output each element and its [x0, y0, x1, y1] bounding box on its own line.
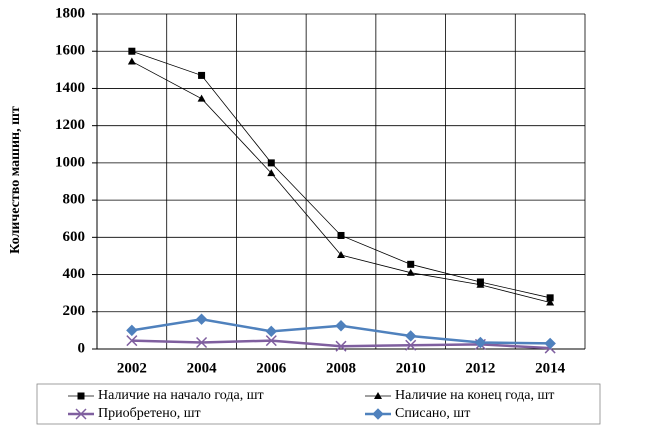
marker — [267, 169, 276, 177]
series-line — [131, 61, 551, 303]
marker — [77, 392, 85, 400]
legend-label: Списано, шт — [395, 406, 470, 421]
y-axis-label: Количество машин, шт — [8, 106, 23, 254]
marker — [405, 330, 417, 342]
y-tick-label: 600 — [63, 229, 86, 245]
marker — [474, 336, 487, 349]
marker — [265, 335, 277, 347]
legend-label: Приобретено, шт — [98, 406, 201, 421]
legend-box — [36, 383, 601, 425]
marker — [197, 94, 206, 102]
legend-label: Наличие на начало года, шт — [98, 388, 264, 403]
marker — [196, 336, 208, 349]
y-tick-label: 0 — [78, 340, 86, 356]
marker — [265, 325, 277, 338]
marker — [405, 339, 417, 351]
marker — [544, 337, 556, 350]
legend-label: Наличие на конец года, шт — [395, 388, 554, 403]
marker — [126, 324, 138, 337]
marker — [128, 47, 136, 55]
marker — [374, 392, 382, 399]
marker — [75, 408, 87, 420]
x-tick-label: 2002 — [117, 360, 147, 376]
marker — [127, 57, 136, 65]
marker — [198, 71, 206, 79]
marker — [195, 313, 208, 325]
marker — [337, 231, 345, 239]
y-tick-label: 400 — [63, 266, 86, 282]
marker — [335, 340, 347, 352]
x-tick-label: 2010 — [396, 360, 426, 376]
x-tick-label: 2006 — [256, 360, 287, 376]
marker — [546, 298, 555, 306]
marker — [476, 280, 485, 288]
x-tick-label: 2004 — [187, 360, 218, 376]
y-tick-label: 1200 — [55, 117, 85, 133]
y-tick-label: 1600 — [55, 43, 85, 59]
y-tick-label: 1800 — [55, 5, 85, 21]
marker — [546, 294, 554, 302]
y-tick-label: 200 — [63, 303, 86, 319]
x-tick-label: 2008 — [326, 360, 356, 376]
marker — [126, 335, 138, 347]
marker — [267, 159, 275, 167]
y-tick-label: 1400 — [55, 80, 85, 96]
y-tick-label: 800 — [63, 192, 86, 208]
marker — [407, 260, 415, 268]
x-tick-label: 2014 — [535, 360, 566, 376]
marker — [335, 320, 347, 332]
y-tick-label: 1000 — [55, 154, 85, 170]
x-tick-label: 2012 — [465, 360, 495, 376]
marker — [372, 408, 384, 420]
marker — [406, 268, 415, 276]
marker — [337, 251, 345, 259]
